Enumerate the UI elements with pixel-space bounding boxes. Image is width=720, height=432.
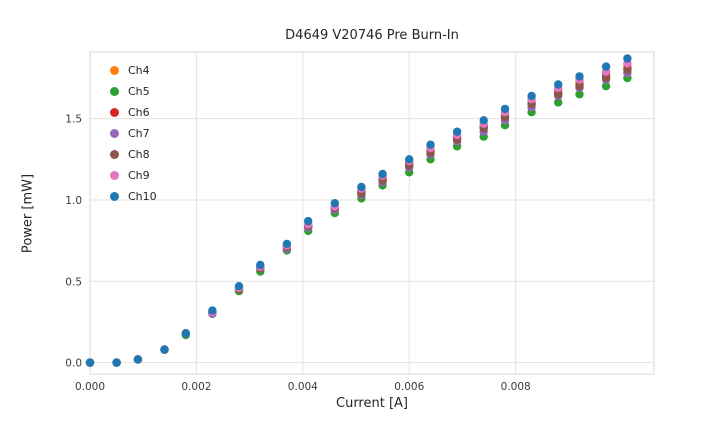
legend-label: Ch5 xyxy=(128,85,150,98)
legend-label: Ch7 xyxy=(128,127,150,140)
data-point-Ch10 xyxy=(554,80,563,89)
legend-item-Ch5: Ch5 xyxy=(104,81,157,102)
legend-marker-icon xyxy=(110,66,119,75)
data-point-Ch10 xyxy=(426,140,435,149)
data-point-Ch10 xyxy=(527,91,536,101)
data-point-Ch10 xyxy=(575,72,584,81)
data-point-Ch10 xyxy=(500,104,510,114)
legend-label: Ch4 xyxy=(128,64,150,77)
data-point-Ch10 xyxy=(256,260,265,270)
data-point-Ch10 xyxy=(452,127,462,136)
data-point-Ch10 xyxy=(85,358,95,367)
legend-marker-icon xyxy=(110,108,119,117)
x-tick-label: 0.004 xyxy=(288,381,318,393)
legend-label: Ch6 xyxy=(128,106,150,119)
legend-marker-icon xyxy=(110,171,119,180)
data-point-Ch8 xyxy=(575,82,584,91)
data-point-Ch10 xyxy=(282,239,292,249)
data-point-Ch8 xyxy=(623,65,632,75)
data-point-Ch10 xyxy=(160,345,169,354)
data-point-Ch10 xyxy=(304,216,313,226)
legend-marker-icon xyxy=(110,192,119,201)
data-point-Ch10 xyxy=(208,306,217,315)
legend-marker-icon xyxy=(110,87,119,96)
legend-item-Ch8: Ch8 xyxy=(104,144,157,165)
data-point-Ch10 xyxy=(623,54,632,63)
legend-item-Ch10: Ch10 xyxy=(104,186,157,207)
data-point-Ch10 xyxy=(601,62,611,71)
y-tick-label: 0.5 xyxy=(65,276,82,288)
data-point-Ch10 xyxy=(479,116,488,125)
data-point-Ch5 xyxy=(601,82,611,91)
x-tick-label: 0.002 xyxy=(181,381,211,393)
x-axis-label: Current [A] xyxy=(336,396,408,411)
legend-marker-icon xyxy=(110,129,119,138)
data-point-Ch10 xyxy=(405,155,414,164)
data-point-Ch10 xyxy=(133,355,143,364)
data-point-Ch8 xyxy=(601,73,611,83)
x-tick-label: 0.006 xyxy=(394,381,424,393)
legend-label: Ch10 xyxy=(128,190,157,203)
data-point-Ch8 xyxy=(554,90,563,99)
legend-item-Ch7: Ch7 xyxy=(104,123,157,144)
data-point-Ch10 xyxy=(357,182,366,192)
y-tick-label: 1.5 xyxy=(65,114,82,126)
legend-item-Ch9: Ch9 xyxy=(104,165,157,186)
legend-marker-icon xyxy=(110,150,119,159)
x-tick-label: 0.008 xyxy=(501,381,531,393)
legend-item-Ch4: Ch4 xyxy=(104,60,157,81)
legend-label: Ch8 xyxy=(128,148,150,161)
x-tick-label: 0.000 xyxy=(75,381,105,393)
legend: Ch4 Ch5 Ch6 Ch7 Ch8 Ch9 Ch10 xyxy=(104,60,157,207)
chart-title: D4649 V20746 Pre Burn-In xyxy=(285,28,459,43)
data-point-Ch5 xyxy=(554,98,563,107)
y-tick-label: 1.0 xyxy=(65,195,82,207)
y-tick-label: 0.0 xyxy=(65,358,82,370)
plot-border xyxy=(89,51,655,375)
data-point-Ch10 xyxy=(112,358,121,367)
data-point-Ch10 xyxy=(378,169,387,179)
data-point-Ch5 xyxy=(575,90,584,99)
data-point-Ch10 xyxy=(181,329,190,338)
legend-item-Ch6: Ch6 xyxy=(104,102,157,123)
data-point-Ch10 xyxy=(234,282,244,291)
legend-label: Ch9 xyxy=(128,169,150,182)
data-point-Ch10 xyxy=(330,199,339,208)
